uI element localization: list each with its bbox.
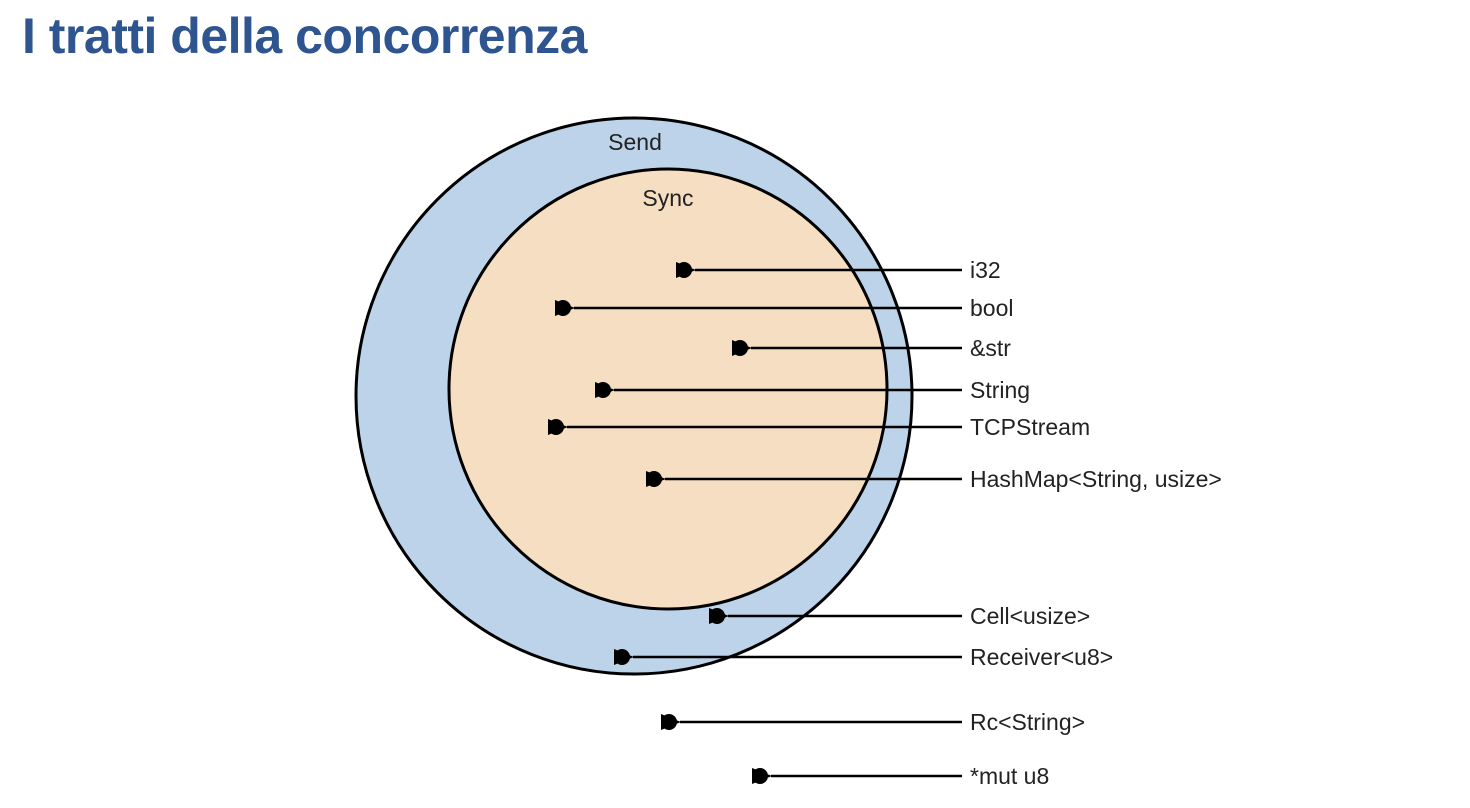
type-dot-string [595, 382, 611, 398]
type-label-mut-u8: *mut u8 [970, 763, 1049, 789]
type-label-string: String [970, 377, 1030, 403]
type-label-cell-usize: Cell<usize> [970, 603, 1090, 629]
type-dot-mut-u8 [752, 768, 768, 784]
type-dot-bool [555, 300, 571, 316]
type-dot-i32 [676, 262, 692, 278]
slide-title: I tratti della concorrenza [22, 8, 587, 64]
type-label-tcpstream: TCPStream [970, 414, 1090, 440]
sync-set-label: Sync [642, 185, 693, 211]
type-label-hashmap-string-usize: HashMap<String, usize> [970, 466, 1222, 492]
type-dot-receiver-u8 [614, 649, 630, 665]
type-dot-cell-usize [709, 608, 725, 624]
type-label-str: &str [970, 335, 1011, 361]
type-dot-hashmap-string-usize [646, 471, 662, 487]
type-dot-tcpstream [548, 419, 564, 435]
type-label-receiver-u8: Receiver<u8> [970, 644, 1113, 670]
type-dot-rc-string [661, 714, 677, 730]
type-dot-str [732, 340, 748, 356]
type-label-bool: bool [970, 295, 1013, 321]
send-set-label: Send [608, 129, 662, 155]
type-label-rc-string: Rc<String> [970, 709, 1085, 735]
type-arrows: i32 bool&str String TCPStream HashMap<String… [548, 257, 1222, 789]
type-label-i32: i32 [970, 257, 1001, 283]
